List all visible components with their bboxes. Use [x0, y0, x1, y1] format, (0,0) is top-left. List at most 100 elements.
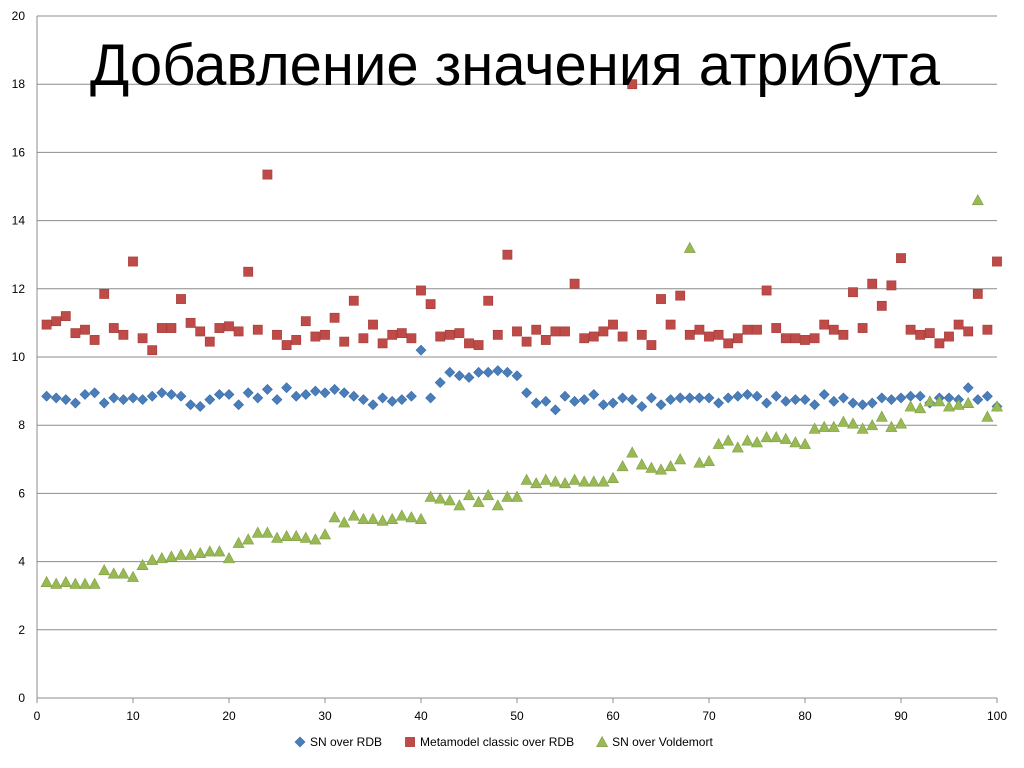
data-point [309, 533, 322, 545]
data-point [194, 546, 207, 559]
data-point [137, 333, 148, 344]
y-tick-label: 0 [18, 691, 25, 705]
legend-label: Metamodel classic over RDB [420, 735, 574, 749]
data-point [828, 324, 839, 335]
data-point [558, 477, 572, 489]
data-point [809, 333, 820, 344]
data-point [626, 394, 638, 406]
data-point [128, 256, 138, 267]
data-point [99, 289, 110, 299]
data-point [799, 394, 811, 406]
data-point [117, 567, 130, 579]
data-point [905, 324, 916, 335]
data-point [875, 410, 888, 422]
data-point [203, 545, 216, 557]
data-point [492, 329, 503, 340]
data-point [972, 289, 983, 299]
data-point [713, 329, 724, 340]
data-point [656, 294, 666, 304]
data-point [357, 394, 369, 406]
data-point [645, 392, 657, 404]
data-point [107, 567, 120, 579]
data-point [520, 473, 533, 485]
data-point [896, 253, 906, 264]
data-point [990, 400, 1004, 412]
data-point [414, 512, 428, 524]
data-point [704, 331, 714, 342]
data-point [857, 323, 868, 333]
data-point [819, 319, 830, 330]
data-point [233, 326, 244, 337]
data-point [683, 241, 696, 253]
data-point [233, 399, 245, 411]
data-point [473, 340, 484, 350]
data-point [626, 446, 639, 458]
data-point [790, 333, 801, 344]
data-point [136, 558, 149, 570]
data-point [741, 434, 754, 446]
data-point [261, 383, 273, 395]
data-point [578, 475, 591, 487]
data-point [798, 437, 812, 449]
legend-entry: Metamodel classic over RDB [405, 735, 574, 749]
data-point [876, 300, 887, 311]
data-point [251, 526, 264, 538]
data-point [981, 410, 994, 422]
y-tick-label: 12 [12, 282, 26, 296]
data-point [731, 441, 744, 453]
data-point [453, 370, 465, 382]
data-point [329, 383, 341, 395]
x-tick-label: 60 [606, 709, 620, 723]
data-point [512, 326, 522, 337]
data-point [933, 395, 946, 407]
data-point [723, 338, 734, 349]
data-point [338, 516, 351, 528]
data-point [607, 397, 619, 409]
data-point [818, 389, 830, 400]
data-point [530, 397, 542, 409]
data-point [60, 311, 71, 321]
data-point [415, 344, 427, 356]
data-point [175, 390, 187, 402]
data-series [40, 79, 1004, 589]
data-point [750, 436, 764, 448]
data-point [271, 394, 283, 406]
data-point [435, 331, 446, 342]
data-point [885, 394, 897, 406]
data-point [89, 387, 101, 399]
data-point [752, 324, 762, 335]
data-point [636, 329, 647, 340]
data-point [165, 389, 177, 400]
data-point [914, 402, 927, 414]
data-point [722, 434, 735, 446]
data-point [597, 399, 609, 411]
data-point [876, 392, 888, 404]
data-point [713, 397, 725, 409]
data-point [454, 328, 465, 339]
y-tick-label: 6 [18, 486, 25, 500]
data-point [674, 453, 687, 465]
data-point [300, 389, 312, 400]
data-point [463, 372, 475, 383]
data-point [262, 169, 273, 180]
data-point [531, 324, 542, 335]
data-point [424, 490, 437, 502]
x-tick-label: 50 [510, 709, 524, 723]
data-point [780, 333, 791, 344]
data-point [155, 552, 168, 564]
data-point [137, 394, 149, 406]
data-point [405, 390, 417, 402]
data-point [655, 399, 667, 411]
data-point [502, 249, 513, 260]
data-point [569, 278, 580, 289]
data-point [127, 392, 139, 404]
data-point [549, 404, 561, 416]
data-point [684, 392, 696, 404]
data-point [348, 295, 359, 306]
legend-marker [596, 735, 609, 747]
data-point [166, 323, 177, 333]
data-point [88, 577, 101, 589]
data-point [674, 392, 686, 404]
data-point [98, 397, 110, 409]
data-point [732, 390, 744, 402]
